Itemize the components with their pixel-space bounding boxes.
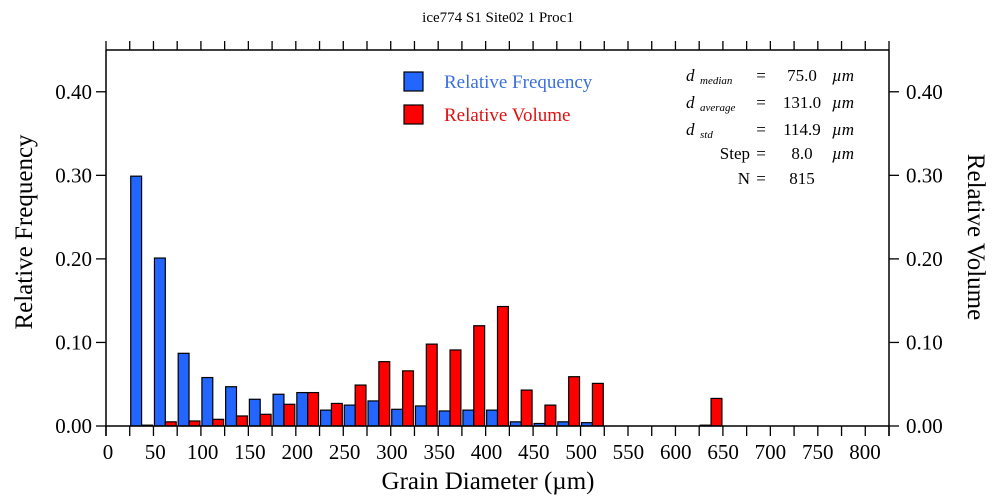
bar-relative-volume bbox=[283, 403, 296, 427]
bar-relative-volume bbox=[496, 305, 509, 427]
stat-symbol: Step bbox=[720, 144, 750, 163]
y2-tick-label: 0.00 bbox=[906, 414, 943, 438]
bar-relative-volume bbox=[568, 376, 581, 427]
chart-title: ice774 S1 Site02 1 Proc1 bbox=[422, 10, 574, 26]
y-tick-label: 0.40 bbox=[55, 80, 92, 104]
legend-label-frequency: Relative Frequency bbox=[444, 72, 593, 93]
bar-relative-frequency bbox=[391, 408, 404, 427]
bar-relative-volume bbox=[354, 384, 367, 427]
stats-box: d median = 75.0 µmd average = 131.0 µmd std = 114.9… bbox=[686, 66, 854, 188]
x-tick-label: 450 bbox=[518, 440, 550, 464]
bar-relative-volume bbox=[449, 349, 462, 427]
x-tick-label: 300 bbox=[376, 440, 408, 464]
bar-relative-frequency bbox=[343, 404, 356, 427]
bar-relative-frequency bbox=[225, 386, 238, 427]
stat-unit: µm bbox=[832, 66, 854, 85]
bar-relative-volume bbox=[307, 391, 320, 427]
stat-equals: = bbox=[756, 93, 766, 112]
stat-equals: = bbox=[756, 169, 766, 188]
bar-relative-frequency bbox=[462, 409, 475, 427]
stat-unit: µm bbox=[832, 144, 854, 163]
bar-relative-volume bbox=[212, 418, 225, 427]
y-tick-label: 0.20 bbox=[55, 247, 92, 271]
y2-axis-label: Relative Volume bbox=[962, 154, 989, 320]
axes-layer: 0 50 100 150 200 250 300 350 400 450 500 550 600 650 7… bbox=[55, 41, 943, 464]
x-tick-label: 250 bbox=[329, 440, 361, 464]
bar-relative-frequency bbox=[296, 391, 309, 427]
bar-relative-volume bbox=[188, 420, 201, 427]
x-tick-label: 650 bbox=[707, 440, 739, 464]
stat-symbol: d bbox=[686, 66, 695, 85]
bar-relative-volume bbox=[235, 415, 248, 427]
stat-value: 114.9 bbox=[783, 120, 821, 139]
x-tick-label: 600 bbox=[660, 440, 692, 464]
y2-tick-label: 0.30 bbox=[906, 163, 943, 187]
legend: Relative Frequency Relative Volume bbox=[403, 71, 593, 126]
x-tick-label: 150 bbox=[234, 440, 266, 464]
stat-equals: = bbox=[756, 120, 766, 139]
legend-swatch-frequency bbox=[403, 71, 424, 92]
bar-relative-volume bbox=[591, 382, 604, 427]
x-tick-label: 50 bbox=[145, 440, 166, 464]
stat-subscript: median bbox=[700, 75, 733, 87]
y-tick-label: 0.10 bbox=[55, 330, 92, 354]
x-tick-label: 550 bbox=[613, 440, 645, 464]
x-tick-label: 700 bbox=[755, 440, 787, 464]
bar-relative-frequency bbox=[486, 409, 499, 427]
legend-label-volume: Relative Volume bbox=[444, 105, 570, 126]
legend-swatch-volume bbox=[403, 104, 424, 125]
x-tick-label: 0 bbox=[103, 440, 114, 464]
bar-relative-frequency bbox=[272, 393, 285, 427]
bar-relative-volume bbox=[710, 397, 723, 427]
y2-tick-label: 0.10 bbox=[906, 330, 943, 354]
stat-unit: µm bbox=[832, 120, 854, 139]
x-tick-label: 750 bbox=[802, 440, 834, 464]
bar-relative-frequency bbox=[177, 352, 190, 427]
stat-subscript: std bbox=[700, 129, 713, 141]
bar-relative-volume bbox=[425, 343, 438, 427]
stat-value: 131.0 bbox=[783, 93, 821, 112]
bar-relative-frequency bbox=[367, 400, 380, 427]
bar-relative-frequency bbox=[248, 398, 261, 427]
bars-layer bbox=[130, 175, 723, 427]
stat-symbol: N bbox=[738, 169, 750, 188]
stat-unit: µm bbox=[832, 93, 854, 112]
stat-subscript: average bbox=[700, 102, 736, 114]
y-tick-label: 0.30 bbox=[55, 163, 92, 187]
stat-value: 815 bbox=[789, 169, 815, 188]
bar-relative-frequency bbox=[201, 376, 214, 427]
stat-value: 75.0 bbox=[787, 66, 817, 85]
x-axis-label: Grain Diameter (µm) bbox=[382, 468, 595, 495]
x-tick-label: 800 bbox=[849, 440, 881, 464]
x-tick-label: 400 bbox=[471, 440, 503, 464]
x-tick-label: 350 bbox=[423, 440, 455, 464]
bar-relative-volume bbox=[401, 370, 415, 427]
bar-relative-frequency bbox=[153, 257, 166, 427]
bar-relative-frequency bbox=[438, 410, 451, 427]
bar-relative-volume bbox=[259, 413, 272, 427]
bar-relative-frequency bbox=[319, 409, 333, 427]
bar-relative-volume bbox=[520, 389, 533, 427]
bar-relative-volume bbox=[330, 402, 343, 427]
bar-relative-frequency bbox=[130, 175, 143, 427]
bar-relative-volume bbox=[544, 404, 557, 427]
x-tick-label: 500 bbox=[565, 440, 597, 464]
stat-symbol: d bbox=[686, 120, 695, 139]
y-tick-label: 0.00 bbox=[55, 414, 92, 438]
y2-tick-label: 0.40 bbox=[906, 80, 943, 104]
x-tick-label: 200 bbox=[282, 440, 314, 464]
stat-symbol: d bbox=[686, 93, 695, 112]
bar-relative-volume bbox=[378, 361, 391, 427]
stat-equals: = bbox=[756, 144, 766, 163]
y-axis-label: Relative Frequency bbox=[11, 134, 38, 330]
y2-tick-label: 0.20 bbox=[906, 247, 943, 271]
stat-equals: = bbox=[756, 66, 766, 85]
x-tick-label: 100 bbox=[187, 440, 219, 464]
bar-relative-volume bbox=[473, 325, 486, 427]
stat-value: 8.0 bbox=[791, 144, 812, 163]
bar-relative-frequency bbox=[414, 405, 427, 427]
